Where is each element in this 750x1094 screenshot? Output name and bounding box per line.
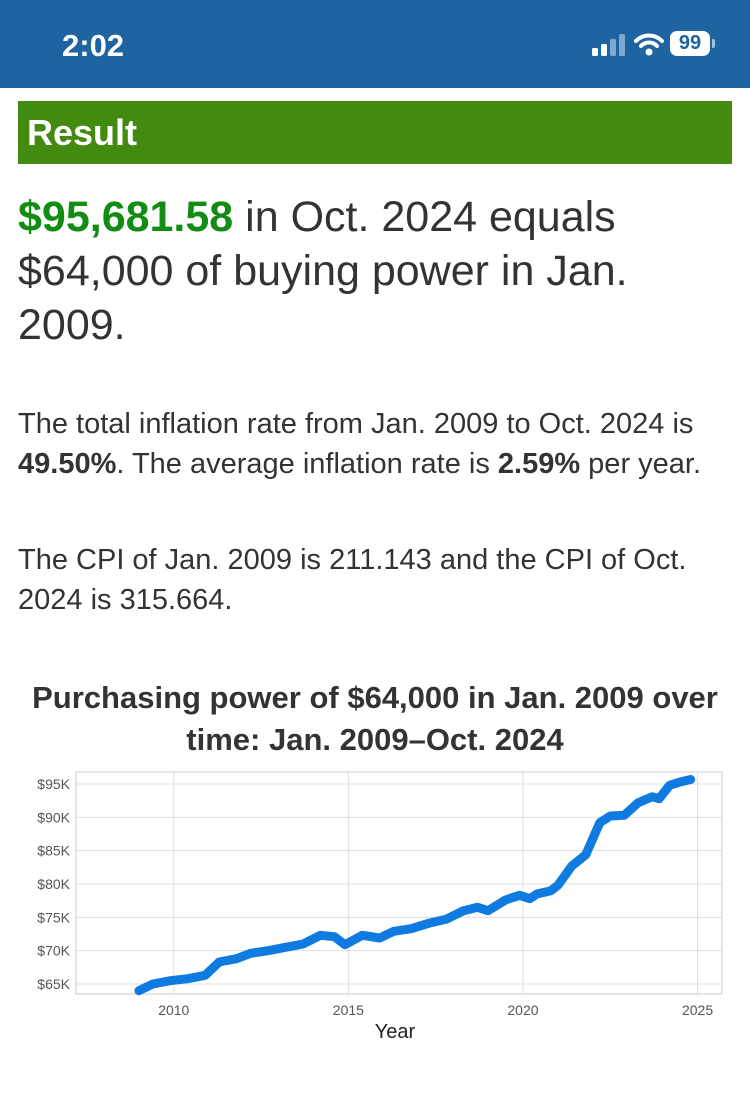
wifi-icon xyxy=(634,33,664,56)
battery-level: 99 xyxy=(670,31,710,56)
y-tick-label: $65K xyxy=(37,976,70,992)
y-tick-label: $90K xyxy=(37,809,70,825)
average-inflation-rate: 2.59% xyxy=(497,448,581,480)
x-axis-ticks: 2010 2015 2020 2025 xyxy=(158,1002,713,1018)
y-tick-label: $75K xyxy=(37,909,70,925)
x-tick-label: 2020 xyxy=(507,1002,538,1018)
result-headline-text: in Oct. 2024 equals $64,000 of buying po… xyxy=(18,193,628,349)
y-tick-label: $85K xyxy=(37,843,70,859)
inflation-text-b: . The average inflation rate is xyxy=(116,448,498,480)
cpi-paragraph: The CPI of Jan. 2009 is 211.143 and the … xyxy=(18,544,687,616)
inflation-text-a: The total inflation rate from Jan. 2009 … xyxy=(18,408,694,440)
signal-icon xyxy=(592,34,625,56)
status-time: 2:02 xyxy=(62,28,125,63)
x-tick-label: 2015 xyxy=(333,1002,364,1018)
result-headline: $95,681.58 in Oct. 2024 equals $64,000 o… xyxy=(18,190,732,352)
x-tick-label: 2010 xyxy=(158,1002,189,1018)
chart-title: Purchasing power of $64,000 in Jan. 2009… xyxy=(32,680,718,757)
purchasing-power-chart: $65K $70K $75K $80K $85K $90K $95K 2010 2015 202… xyxy=(37,771,723,1018)
inflation-rate-paragraph: The total inflation rate from Jan. 2009 … xyxy=(18,404,738,484)
x-tick-label: 2025 xyxy=(682,1002,713,1018)
inflation-text-c: per year. xyxy=(580,448,702,480)
battery-icon: 99 xyxy=(670,31,716,58)
y-tick-label: $95K xyxy=(37,776,70,792)
result-header: Result xyxy=(18,101,732,164)
series-line-purchasing-power xyxy=(134,775,696,996)
result-amount: $95,681.58 xyxy=(18,193,234,241)
grid-lines xyxy=(76,772,722,994)
status-bar: 2:02 99 xyxy=(0,0,750,88)
y-tick-label: $70K xyxy=(37,943,70,959)
y-axis-ticks: $65K $70K $75K $80K $85K $90K $95K xyxy=(37,776,70,992)
y-tick-label: $80K xyxy=(37,876,70,892)
x-axis-title: Year xyxy=(374,1021,416,1043)
total-inflation-rate: 49.50% xyxy=(18,448,117,480)
result-title: Result xyxy=(27,112,138,153)
plot-area xyxy=(75,771,723,995)
